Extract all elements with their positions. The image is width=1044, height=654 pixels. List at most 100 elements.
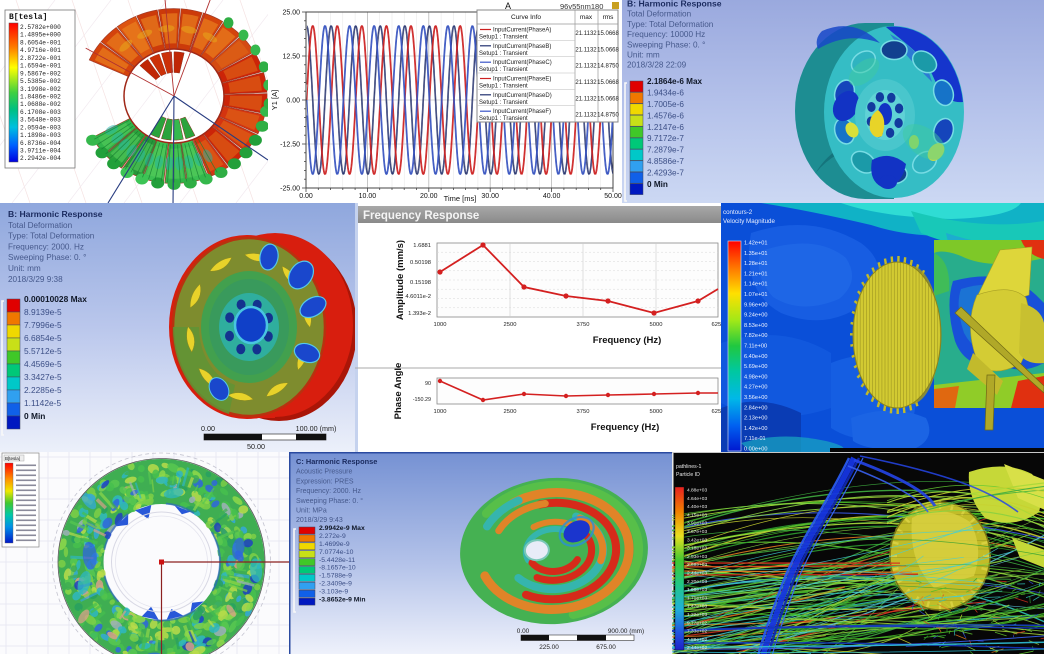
svg-text:12.50: 12.50 (282, 54, 300, 61)
svg-text:1.4895e+000: 1.4895e+000 (20, 32, 61, 39)
svg-text:1.1142e-5: 1.1142e-5 (24, 398, 61, 408)
svg-text:Amplitude (mm/s): Amplitude (mm/s) (395, 240, 406, 320)
svg-text:InputCurrent(PhaseE): InputCurrent(PhaseE) (493, 77, 551, 83)
svg-text:3.42e+03: 3.42e+03 (687, 537, 707, 543)
svg-text:50.00: 50.00 (247, 442, 265, 451)
svg-text:21.1132: 21.1132 (575, 31, 597, 37)
svg-text:2.93e+03: 2.93e+03 (687, 554, 707, 560)
svg-text:2.69e+03: 2.69e+03 (687, 562, 707, 568)
svg-text:90: 90 (425, 381, 431, 387)
svg-text:50.00: 50.00 (604, 193, 622, 200)
svg-text:Acoustic Pressure: Acoustic Pressure (296, 469, 353, 476)
svg-text:1.6881: 1.6881 (413, 243, 431, 249)
svg-text:7.33e+02: 7.33e+02 (687, 629, 707, 635)
svg-text:1000: 1000 (434, 322, 447, 328)
svg-text:rms: rms (603, 14, 615, 21)
svg-text:21.1132: 21.1132 (575, 96, 597, 102)
svg-text:Total Deformation: Total Deformation (627, 10, 692, 19)
svg-text:1.8486e-002: 1.8486e-002 (20, 94, 61, 101)
svg-text:6.1708e-003: 6.1708e-003 (20, 109, 61, 116)
svg-text:4.6011e-2: 4.6011e-2 (405, 294, 431, 300)
svg-text:0.00e+00: 0.00e+00 (744, 447, 768, 453)
svg-text:10.00: 10.00 (359, 193, 377, 200)
svg-text:5000: 5000 (650, 322, 663, 328)
svg-text:15.0668: 15.0668 (597, 31, 619, 37)
svg-text:-12.50: -12.50 (280, 142, 300, 149)
svg-text:pathlines-1: pathlines-1 (676, 464, 701, 470)
svg-text:InputCurrent(PhaseF): InputCurrent(PhaseF) (493, 109, 551, 115)
svg-text:2.44e+03: 2.44e+03 (687, 571, 707, 577)
svg-text:15.0668: 15.0668 (597, 96, 619, 102)
svg-text:B[tesla]: B[tesla] (9, 13, 47, 22)
svg-text:contours-2: contours-2 (723, 209, 753, 216)
svg-text:8.6054e-001: 8.6054e-001 (20, 39, 61, 46)
svg-text:4.8586e-7: 4.8586e-7 (647, 157, 684, 166)
svg-text:4.15e+03: 4.15e+03 (687, 512, 707, 518)
svg-text:2.8722e-001: 2.8722e-001 (20, 55, 61, 62)
svg-text:9.24e+00: 9.24e+00 (744, 313, 768, 319)
svg-text:Curve Info: Curve Info (511, 14, 541, 21)
svg-text:20.00: 20.00 (420, 193, 438, 200)
svg-text:4.9716e-001: 4.9716e-001 (20, 47, 61, 54)
svg-text:3.91e+03: 3.91e+03 (687, 521, 707, 527)
svg-text:14.8750: 14.8750 (597, 113, 619, 119)
svg-text:6250: 6250 (712, 322, 722, 328)
svg-text:2.9942e-9 Max: 2.9942e-9 Max (319, 525, 365, 532)
svg-text:-8.1657e-10: -8.1657e-10 (319, 565, 356, 572)
svg-text:2.0594e-003: 2.0594e-003 (20, 124, 61, 131)
svg-text:0.50198: 0.50198 (410, 260, 431, 266)
svg-text:1.35e+01: 1.35e+01 (744, 251, 768, 257)
svg-text:2.1864e-6 Max: 2.1864e-6 Max (647, 77, 703, 86)
svg-text:-3.103e-9: -3.103e-9 (319, 588, 348, 595)
svg-text:2.2942e-004: 2.2942e-004 (20, 155, 61, 162)
svg-text:0.00: 0.00 (201, 424, 215, 433)
svg-text:5.69e+00: 5.69e+00 (744, 364, 768, 370)
svg-text:2018/3/29 9:38: 2018/3/29 9:38 (8, 275, 63, 284)
svg-text:2.2285e-5: 2.2285e-5 (24, 385, 62, 395)
svg-text:Setup1 : Transient: Setup1 : Transient (479, 100, 528, 106)
svg-text:B: Harmonic Response: B: Harmonic Response (8, 209, 103, 219)
svg-text:2.20e+03: 2.20e+03 (687, 579, 707, 585)
svg-text:Frequency: 10000 Hz: Frequency: 10000 Hz (627, 30, 705, 39)
svg-text:Time [ms]: Time [ms] (444, 194, 477, 203)
svg-text:2.4293e-7: 2.4293e-7 (647, 168, 684, 177)
svg-text:7.82e+00: 7.82e+00 (744, 333, 768, 339)
svg-text:100.00 (mm): 100.00 (mm) (296, 424, 337, 433)
svg-text:1.42e+01: 1.42e+01 (744, 241, 768, 247)
svg-text:7.0774e-10: 7.0774e-10 (319, 549, 354, 556)
svg-text:1.0688e-002: 1.0688e-002 (20, 101, 61, 108)
svg-text:1.7005e-6: 1.7005e-6 (647, 100, 684, 109)
svg-text:21.1132: 21.1132 (575, 64, 597, 70)
svg-text:2500: 2500 (504, 409, 517, 415)
svg-text:Expression: PRES: Expression: PRES (296, 478, 354, 485)
svg-text:Particle ID: Particle ID (676, 472, 700, 478)
svg-text:0.00: 0.00 (299, 193, 313, 200)
svg-text:7.7996e-5: 7.7996e-5 (24, 320, 62, 330)
svg-text:3.18e+03: 3.18e+03 (687, 546, 707, 552)
svg-text:1.4699e-9: 1.4699e-9 (319, 541, 350, 548)
svg-text:Setup1 : Transient: Setup1 : Transient (479, 35, 528, 41)
svg-text:Frequency (Hz): Frequency (Hz) (593, 335, 662, 346)
svg-text:1.9434e-6: 1.9434e-6 (647, 89, 684, 98)
svg-text:2.84e+00: 2.84e+00 (744, 405, 768, 411)
svg-text:Unit: mm: Unit: mm (8, 264, 41, 273)
svg-text:14.8750: 14.8750 (597, 64, 619, 70)
svg-text:8.53e+00: 8.53e+00 (744, 323, 768, 329)
svg-text:6.6854e-5: 6.6854e-5 (24, 333, 62, 343)
svg-text:225.00: 225.00 (539, 644, 559, 651)
svg-text:900.00 (mm): 900.00 (mm) (608, 628, 644, 635)
svg-text:4.40e+03: 4.40e+03 (687, 504, 707, 510)
svg-text:21.1132: 21.1132 (575, 113, 597, 119)
svg-text:Frequency Response: Frequency Response (363, 210, 479, 222)
svg-text:2.13e+00: 2.13e+00 (744, 416, 768, 422)
svg-text:9.5867e-002: 9.5867e-002 (20, 70, 61, 77)
svg-text:Frequency: 2000. Hz: Frequency: 2000. Hz (8, 242, 84, 251)
svg-text:4.4569e-5: 4.4569e-5 (24, 359, 62, 369)
svg-text:Sweeping Phase: 0. °: Sweeping Phase: 0. ° (296, 497, 363, 505)
svg-text:6.8736e-004: 6.8736e-004 (20, 140, 61, 147)
svg-text:9.96e+00: 9.96e+00 (744, 302, 768, 308)
svg-text:1.22e+03: 1.22e+03 (687, 612, 707, 618)
svg-text:Sweeping Phase: 0. °: Sweeping Phase: 0. ° (8, 253, 86, 262)
svg-text:8.9139e-5: 8.9139e-5 (24, 307, 62, 317)
svg-text:5000: 5000 (650, 409, 663, 415)
